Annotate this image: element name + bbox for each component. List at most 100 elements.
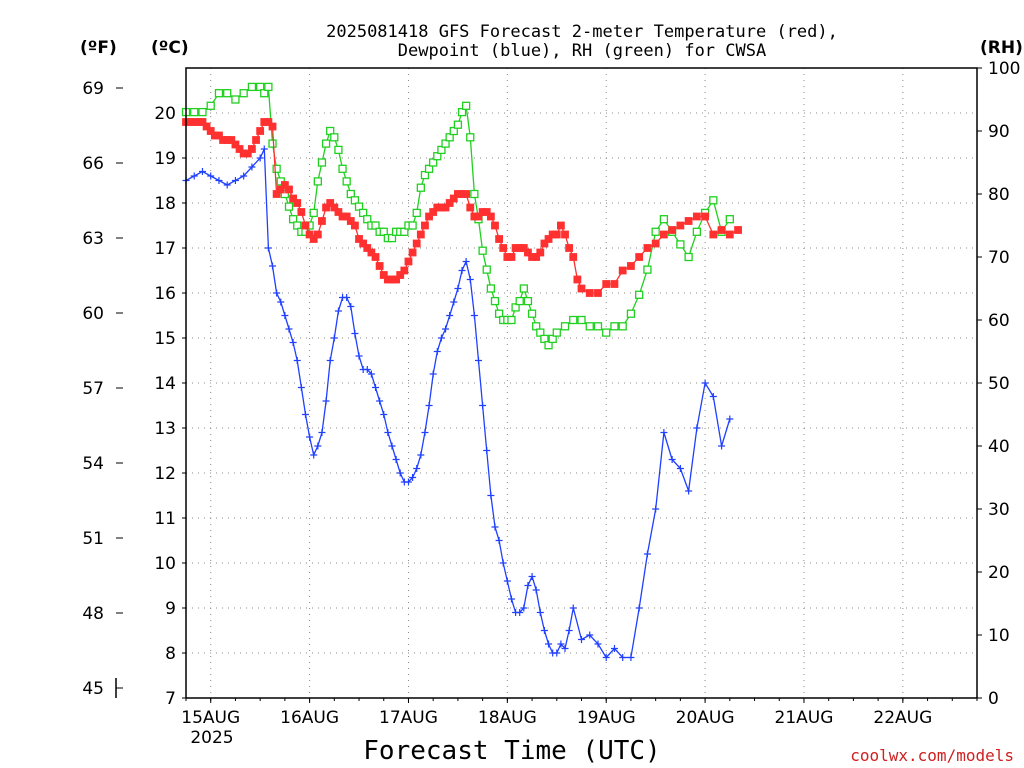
temperature-point: [359, 239, 368, 248]
rh-point: [482, 265, 491, 274]
dewpoint-point: [475, 357, 483, 364]
temperature-point: [379, 271, 388, 279]
rh-point: [453, 120, 463, 129]
dewpoint-point: [297, 384, 305, 391]
x-tick-label: 19AUG: [577, 708, 636, 728]
dewpoint-point: [437, 334, 445, 342]
temperature-point: [491, 221, 499, 230]
temperature-point: [412, 239, 421, 248]
x-tick-label: 15AUG: [181, 708, 240, 728]
temperature-point: [272, 190, 281, 198]
rh-point: [490, 296, 500, 306]
temperature-point: [425, 212, 433, 221]
dewpoint-point: [565, 627, 573, 634]
rh-point: [317, 158, 327, 167]
rh-point: [643, 265, 652, 274]
rh-point: [585, 322, 594, 331]
temperature-point: [351, 221, 359, 230]
rh-point: [214, 89, 224, 98]
dewpoint-series-line: [185, 148, 731, 659]
rh-tick-label: 10: [988, 626, 1010, 646]
temperature-point: [573, 275, 582, 284]
temperature-point: [198, 118, 207, 126]
temperature-point: [445, 199, 454, 207]
dewpoint-point: [285, 325, 293, 333]
dewpoint-point: [499, 559, 507, 567]
dewpoint-point: [709, 393, 717, 400]
dewpoint-point: [516, 609, 524, 616]
dewpoint-point: [602, 654, 610, 661]
x-axis-title: Forecast Time (UTC): [363, 736, 660, 766]
temperature-point: [734, 226, 742, 234]
dewpoint-point: [483, 447, 491, 454]
dewpoint-point: [536, 609, 544, 616]
rh-point: [198, 107, 207, 117]
dewpoint-point: [660, 429, 668, 436]
rh-point: [334, 145, 343, 155]
temperature-point: [602, 280, 611, 288]
temperature-point: [552, 230, 561, 239]
dewpoint-point: [334, 307, 342, 315]
dewpoint-point: [652, 505, 660, 513]
temperature-point: [346, 217, 355, 225]
dewpoint-point: [503, 577, 511, 585]
dewpoint-point: [207, 172, 215, 180]
rh-point: [247, 82, 257, 92]
temperature-point: [536, 248, 545, 257]
celsius-unit-label: (ºC): [151, 38, 189, 58]
dewpoint-point: [627, 654, 635, 661]
temperature-point: [408, 248, 417, 257]
rh-tick-label: 30: [988, 500, 1010, 520]
temperature-point: [404, 257, 413, 266]
dewpoint-point: [545, 640, 553, 648]
dewpoint-point: [413, 465, 421, 472]
dewpoint-point: [429, 370, 437, 378]
celsius-tick-label: 7: [165, 689, 176, 709]
rh-point: [416, 183, 425, 192]
temperature-point: [301, 221, 310, 230]
fahrenheit-tick-label: 66: [82, 154, 104, 174]
dewpoint-point: [561, 645, 569, 652]
temperature-point: [268, 122, 277, 131]
dewpoint-point: [248, 163, 256, 171]
temperature-point: [524, 248, 532, 257]
dewpoint-point: [417, 451, 425, 459]
rh-point: [466, 133, 475, 142]
dewpoint-point: [198, 168, 206, 175]
dewpoint-point: [701, 379, 709, 387]
temperature-point: [256, 127, 265, 135]
temperature-point: [544, 235, 553, 243]
rh-tick-label: 60: [988, 311, 1010, 331]
rh-point: [478, 246, 487, 255]
temperature-point: [371, 253, 380, 261]
rh-tick-label: 20: [988, 563, 1010, 583]
rh-point: [523, 296, 533, 306]
plot-frame: [185, 67, 978, 699]
celsius-tick-label: 16: [154, 284, 176, 304]
temperature-point: [318, 217, 326, 225]
rh-point: [408, 221, 417, 230]
rh-point: [206, 101, 215, 110]
temperature-point: [618, 266, 627, 275]
dewpoint-point: [351, 330, 359, 337]
dewpoint-point: [479, 402, 487, 409]
temperature-point: [330, 203, 339, 212]
celsius-tick-label: 19: [154, 149, 176, 169]
dewpoint-point: [454, 285, 462, 292]
rh-point: [272, 164, 281, 173]
temperature-point: [449, 194, 458, 203]
temperature-point: [396, 271, 405, 279]
temperature-point: [594, 289, 602, 297]
temperature-point: [684, 217, 693, 225]
chart-title-line-2: Dewpoint (blue), RH (green) for CWSA: [398, 41, 766, 61]
temperature-point: [692, 212, 701, 221]
fahrenheit-unit-label: (ºF): [80, 38, 117, 58]
dewpoint-point: [269, 262, 277, 270]
dewpoint-point: [619, 654, 627, 661]
temperature-point: [289, 194, 298, 203]
temperature-point: [676, 221, 685, 230]
dewpoint-point: [676, 465, 684, 472]
rh-point: [725, 215, 734, 224]
chart-title-line-1: 2025081418 GFS Forecast 2-meter Temperat…: [326, 22, 838, 42]
